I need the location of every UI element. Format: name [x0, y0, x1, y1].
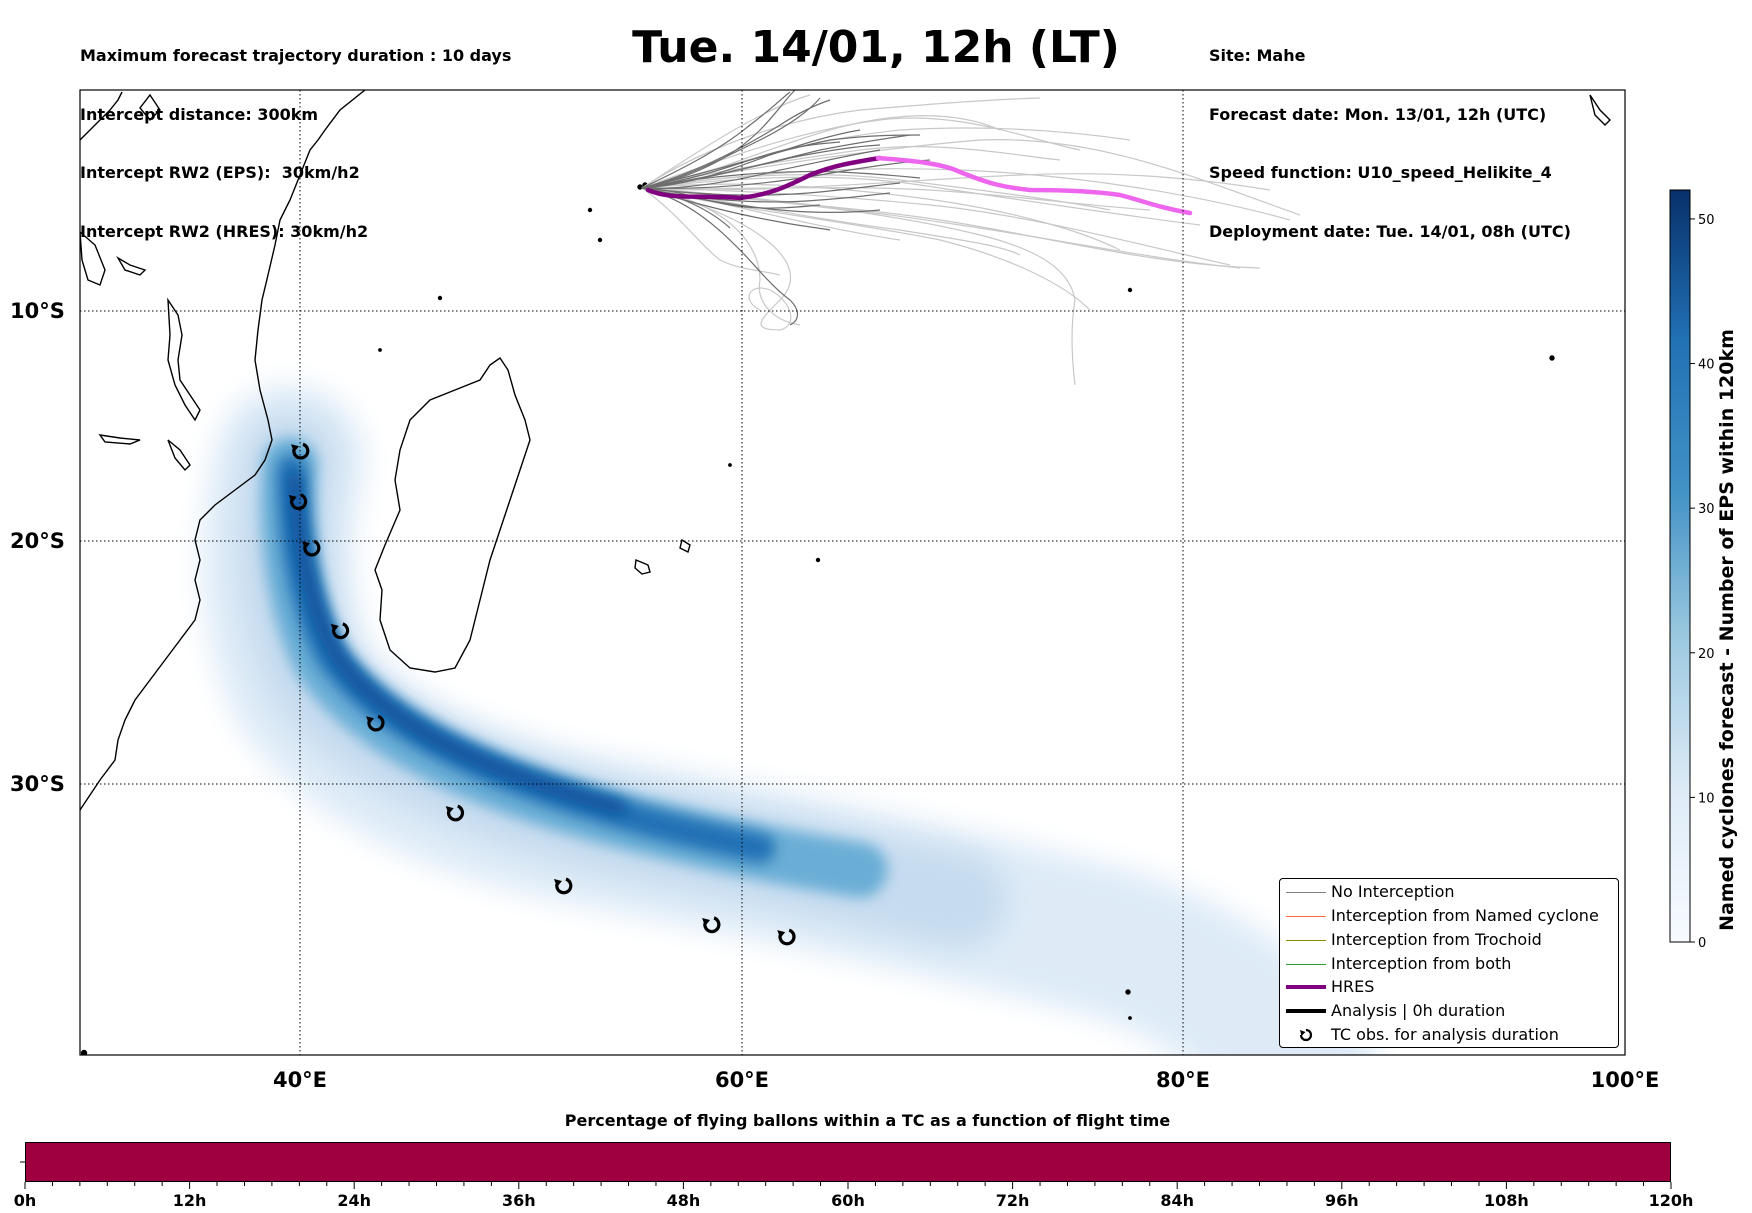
param-max-duration: Maximum forecast trajectory duration : 1…: [80, 46, 512, 65]
legend-tc-obs: TC obs. for analysis duration: [1280, 1024, 1618, 1046]
flight-time-tick-label: 72h: [996, 1191, 1030, 1210]
legend-named-cyclone: Interception from Named cyclone: [1280, 905, 1618, 927]
cyclone-density-field: [202, 385, 1375, 1055]
legend-both: Interception from both: [1280, 953, 1618, 975]
cyclone-obs-marker: [702, 916, 721, 934]
legend-analysis: Analysis | 0h duration: [1280, 1000, 1618, 1022]
legend-swatch: [1286, 964, 1326, 965]
param-intercept-hres: Intercept RW2 (HRES): 30km/h2: [80, 221, 369, 241]
legend-swatch: [1286, 892, 1326, 893]
flight-time-tick-label: 84h: [1160, 1191, 1194, 1210]
forecast-parameters: Maximum forecast trajectory duration : 1…: [80, 7, 511, 261]
flight-time-tick-label: 120h: [1649, 1191, 1694, 1210]
lat-label-10s: 10°S: [10, 299, 65, 323]
flight-time-tick-label: 24h: [337, 1191, 371, 1210]
legend-label: Interception from both: [1331, 954, 1512, 973]
cyclone-obs-marker: [553, 877, 573, 895]
lat-label-20s: 20°S: [10, 529, 65, 553]
colorbar-tick-label: 10: [1698, 791, 1715, 806]
cyclone-obs-marker: [302, 539, 321, 557]
colorbar-tick-label: 20: [1698, 647, 1715, 662]
site-name: Site: Mahe: [1209, 46, 1306, 65]
legend-swatch: [1286, 916, 1326, 917]
colorbar: [1669, 189, 1691, 943]
forecast-date: Forecast date: Mon. 13/01, 12h (UTC): [1209, 104, 1547, 124]
coastlines: [80, 90, 1611, 1055]
madagascar-coastline: [374, 357, 531, 673]
deployment-date: Deployment date: Tue. 14/01, 08h (UTC): [1209, 221, 1571, 241]
flight-time-bar: [25, 1142, 1671, 1182]
lon-label-80e: 80°E: [1156, 1068, 1210, 1092]
legend-label: TC obs. for analysis duration: [1331, 1025, 1559, 1044]
lon-label-40e: 40°E: [273, 1068, 327, 1092]
ensemble-trajectories: [641, 90, 1301, 386]
cyclone-obs-marker: [291, 442, 310, 460]
flight-time-tick-label: 12h: [173, 1191, 207, 1210]
cyclone-symbol-icon: [1299, 1028, 1313, 1042]
colorbar-tick-label: 40: [1698, 358, 1715, 373]
legend-label: No Interception: [1331, 882, 1455, 901]
africa-coastline: [80, 90, 366, 811]
flight-time-tick-label: 108h: [1484, 1191, 1529, 1210]
speed-function: Speed function: U10_speed_Helikite_4: [1209, 163, 1552, 182]
cyclone-obs-marker: [445, 804, 465, 822]
legend-no-interception: No Interception: [1280, 881, 1618, 903]
lon-label-60e: 60°E: [715, 1068, 769, 1092]
legend-label: Interception from Trochoid: [1331, 930, 1542, 949]
colorbar-tick-label: 50: [1698, 213, 1715, 228]
cyclone-obs-marker: [777, 928, 796, 946]
cyclone-observations: [288, 442, 796, 946]
colorbar-tick-label: 0: [1698, 936, 1706, 951]
flight-time-tick-label: 60h: [831, 1191, 865, 1210]
legend-label: Analysis | 0h duration: [1331, 1001, 1506, 1020]
flight-time-ticks: 0h 12h 24h 36h 48h 60h 72h 84h 96h 108h 120h: [14, 1161, 1694, 1210]
legend-swatch: [1286, 985, 1326, 989]
colorbar-ticks: 0 10 20 30 40 50: [1690, 213, 1715, 951]
flight-time-tick-label: 48h: [667, 1191, 701, 1210]
legend-swatch: [1286, 940, 1326, 941]
flight-time-tick-label: 0h: [14, 1191, 37, 1210]
param-intercept-distance: Intercept distance: 300km: [80, 104, 319, 124]
flight-time-tick-label: 36h: [502, 1191, 536, 1210]
flight-time-tick-label: 96h: [1325, 1191, 1359, 1210]
flight-time-title: Percentage of flying ballons within a TC…: [564, 1111, 1171, 1130]
colorbar-label: Named cyclones forecast - Number of EPS …: [1716, 329, 1738, 931]
hres-trajectory: [645, 155, 1193, 216]
map-frame: [79, 89, 1626, 1056]
colorbar-tick-label: 30: [1698, 502, 1715, 517]
legend-hres: HRES: [1280, 976, 1618, 998]
param-intercept-eps: Intercept RW2 (EPS): 30km/h2: [80, 163, 360, 182]
site-parameters: Site: Mahe Forecast date: Mon. 13/01, 12…: [1209, 7, 1571, 261]
legend-trochoid: Interception from Trochoid: [1280, 929, 1618, 951]
legend-label: HRES: [1331, 977, 1375, 996]
map-legend: No Interception Interception from Named …: [1279, 878, 1619, 1048]
graticule: [80, 90, 1625, 1055]
legend-label: Interception from Named cyclone: [1331, 906, 1599, 925]
cyclone-obs-marker: [288, 493, 308, 511]
cyclone-obs-marker: [330, 622, 350, 640]
map-plot-area: [80, 90, 1625, 1055]
cyclone-obs-marker: [366, 714, 385, 732]
map-title: Tue. 14/01, 12h (LT): [632, 22, 1120, 73]
lat-label-30s: 30°S: [10, 772, 65, 796]
lon-label-100e: 100°E: [1591, 1068, 1660, 1092]
legend-swatch: [1286, 1009, 1326, 1013]
